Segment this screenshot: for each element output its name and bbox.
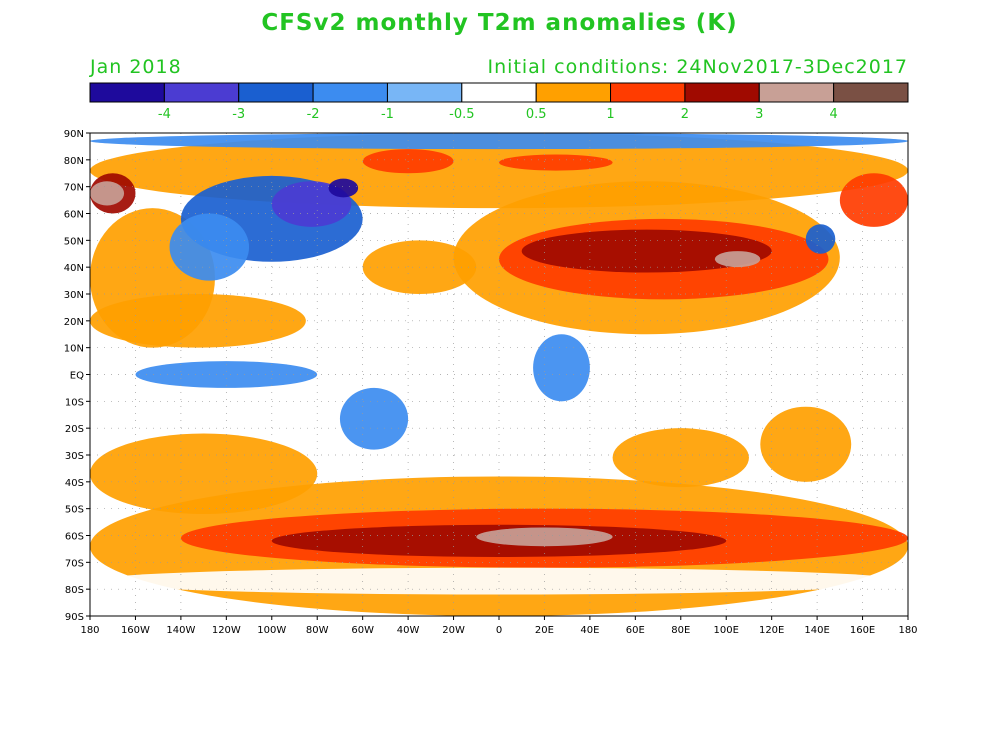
- anomaly-region-baffin-extreme-cold: [328, 178, 359, 198]
- latitude-label: 10S: [65, 397, 84, 408]
- anomaly-region-sakhalin-cold: [805, 224, 836, 254]
- latitude-label: 10N: [64, 344, 84, 355]
- legend-bin: [163, 82, 240, 103]
- longitude-label: 80E: [671, 625, 690, 636]
- longitude-label: 40W: [397, 625, 420, 636]
- longitude-label: 0: [496, 625, 502, 636]
- latitude-label: 40S: [65, 478, 84, 489]
- longitude-label: 180: [80, 625, 99, 636]
- legend-label: -2: [307, 107, 320, 122]
- anomaly-region-south-america-cold: [339, 387, 409, 450]
- legend-label: -0.5: [449, 107, 474, 122]
- anomaly-region-alaska-extreme-warm: [90, 181, 125, 206]
- latitude-label: 80S: [65, 585, 84, 596]
- longitude-label: 120W: [212, 625, 241, 636]
- latitude-label: 70N: [64, 183, 84, 194]
- longitude-label: 160W: [121, 625, 150, 636]
- legend-label: -1: [381, 107, 394, 122]
- color-legend: -4 -3 -2 -1 -0.5 0.5 1 2 3 4: [89, 82, 909, 122]
- latitude-label: 40N: [64, 263, 84, 274]
- latitude-label: 20S: [65, 424, 84, 435]
- legend-label: 0.5: [526, 107, 547, 122]
- anomaly-region-barents-warm: [499, 154, 613, 171]
- longitude-label: 40E: [580, 625, 599, 636]
- anomaly-region-central-asia-very-warm: [521, 229, 772, 273]
- legend-label: 2: [681, 107, 689, 122]
- longitude-label: 20W: [442, 625, 465, 636]
- longitude-label: 100W: [257, 625, 286, 636]
- anomaly-region-tropical-pacific-cold: [135, 361, 318, 388]
- initial-conditions: Initial conditions: 24Nov2017-3Dec2017: [487, 56, 908, 78]
- legend-label: 4: [829, 107, 837, 122]
- legend-bin: [238, 82, 314, 103]
- anomaly-region-western-canada-cold: [169, 213, 250, 281]
- latitude-label: 70S: [65, 558, 84, 569]
- latitude-label: 30S: [65, 451, 84, 462]
- longitude-label: 20E: [535, 625, 554, 636]
- anomaly-region-indian-ocean-warm: [612, 428, 749, 488]
- anomaly-map: [90, 133, 908, 616]
- latitude-label: 90S: [65, 612, 84, 623]
- latitude-label: 20N: [64, 317, 84, 328]
- longitude-label: 100E: [714, 625, 739, 636]
- latitude-label: 50N: [64, 236, 84, 247]
- anomaly-region-tropical-pacific-warm: [90, 294, 306, 348]
- legend-bin: [833, 82, 909, 103]
- longitude-label: 140E: [804, 625, 829, 636]
- legend-label: 3: [755, 107, 763, 122]
- legend-bin: [758, 82, 835, 103]
- legend-bin: [461, 82, 537, 103]
- latitude-label: 80N: [64, 156, 84, 167]
- longitude-label: 60E: [626, 625, 645, 636]
- legend-bin: [312, 82, 388, 103]
- legend-label: -4: [158, 107, 171, 122]
- longitude-label: 60W: [351, 625, 374, 636]
- map-title: CFSv2 monthly T2m anomalies (K): [261, 10, 738, 36]
- legend-label: -3: [232, 107, 245, 122]
- longitude-label: 140W: [166, 625, 195, 636]
- latitude-label: 30N: [64, 290, 84, 301]
- legend-bin: [610, 82, 686, 103]
- latitude-label: 60S: [65, 532, 84, 543]
- legend-bin: [535, 82, 612, 103]
- longitude-label: 120E: [759, 625, 784, 636]
- anomaly-region-southern-ocean-extreme-warm: [476, 527, 613, 547]
- latitude-label: 90N: [64, 129, 84, 140]
- longitude-label: 160E: [850, 625, 875, 636]
- latitude-label: 60N: [64, 210, 84, 221]
- anomaly-region-australia-warm: [760, 406, 852, 482]
- longitude-label: 180: [898, 625, 917, 636]
- anomaly-region-arctic-cold-strip: [90, 133, 908, 150]
- anomaly-region-east-africa-cold: [533, 334, 590, 402]
- forecast-month: Jan 2018: [90, 56, 182, 78]
- legend-bin: [89, 82, 165, 103]
- anomaly-region-mongolia-extreme-warm: [714, 251, 761, 268]
- map-axes: 90N 80N 70N 60N 50N 40N 30N 20N 10N EQ 10S 20S 30S 40…: [64, 129, 918, 636]
- anomaly-region-east-siberia-warm: [839, 173, 908, 227]
- legend-bin: [684, 82, 760, 103]
- latitude-label: 50S: [65, 505, 84, 516]
- legend-bin: [386, 82, 463, 103]
- longitude-label: 80W: [306, 625, 329, 636]
- latitude-label: EQ: [70, 371, 84, 382]
- legend-label: 1: [606, 107, 614, 122]
